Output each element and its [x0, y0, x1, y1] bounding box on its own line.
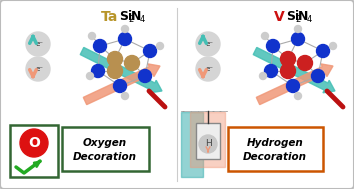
Text: Decoration: Decoration — [243, 152, 307, 162]
Text: Si: Si — [119, 11, 132, 23]
Circle shape — [280, 64, 296, 78]
FancyArrow shape — [80, 47, 162, 93]
Circle shape — [121, 26, 129, 33]
FancyArrow shape — [253, 47, 335, 93]
Circle shape — [20, 129, 48, 157]
Circle shape — [108, 64, 122, 78]
Circle shape — [297, 56, 313, 70]
Circle shape — [143, 44, 156, 57]
Text: Oxygen: Oxygen — [83, 138, 127, 148]
Circle shape — [26, 57, 50, 81]
Text: 2: 2 — [295, 15, 300, 25]
FancyArrow shape — [83, 64, 160, 105]
Circle shape — [259, 73, 267, 80]
Text: e⁻: e⁻ — [206, 66, 214, 72]
Circle shape — [156, 43, 164, 50]
Circle shape — [262, 33, 268, 40]
Circle shape — [196, 57, 220, 81]
FancyBboxPatch shape — [10, 125, 58, 177]
FancyArrow shape — [256, 64, 333, 105]
Text: Ta: Ta — [101, 10, 118, 24]
Text: e⁻: e⁻ — [36, 41, 44, 47]
Circle shape — [86, 73, 93, 80]
Circle shape — [91, 64, 104, 77]
FancyBboxPatch shape — [196, 123, 220, 159]
Text: e⁻: e⁻ — [206, 41, 214, 47]
Bar — [181, 112, 203, 177]
Text: 2: 2 — [128, 15, 133, 25]
Text: H: H — [205, 139, 211, 149]
Text: N: N — [131, 11, 141, 23]
Circle shape — [119, 33, 131, 46]
Text: Si: Si — [286, 11, 299, 23]
Circle shape — [264, 64, 278, 77]
Circle shape — [108, 51, 122, 67]
Circle shape — [26, 32, 50, 56]
Circle shape — [138, 70, 152, 83]
Circle shape — [312, 70, 325, 83]
FancyBboxPatch shape — [62, 127, 149, 171]
Circle shape — [199, 135, 217, 153]
Circle shape — [114, 80, 126, 92]
Circle shape — [291, 33, 304, 46]
Text: V: V — [274, 10, 285, 24]
Circle shape — [330, 43, 337, 50]
Bar — [190, 112, 225, 167]
Circle shape — [280, 51, 296, 67]
Circle shape — [316, 44, 330, 57]
Circle shape — [125, 56, 139, 70]
Text: N: N — [298, 11, 308, 23]
Text: 4: 4 — [307, 15, 312, 25]
Text: Decoration: Decoration — [73, 152, 137, 162]
Text: O: O — [28, 136, 40, 150]
Circle shape — [286, 80, 299, 92]
Text: Hydrogen: Hydrogen — [247, 138, 303, 148]
Circle shape — [93, 40, 107, 53]
Circle shape — [267, 40, 280, 53]
Circle shape — [196, 32, 220, 56]
Text: e⁻: e⁻ — [36, 66, 44, 72]
Circle shape — [88, 33, 96, 40]
Circle shape — [295, 92, 302, 99]
Circle shape — [295, 26, 302, 33]
Text: 4: 4 — [140, 15, 145, 25]
Circle shape — [121, 92, 129, 99]
FancyBboxPatch shape — [228, 127, 323, 171]
